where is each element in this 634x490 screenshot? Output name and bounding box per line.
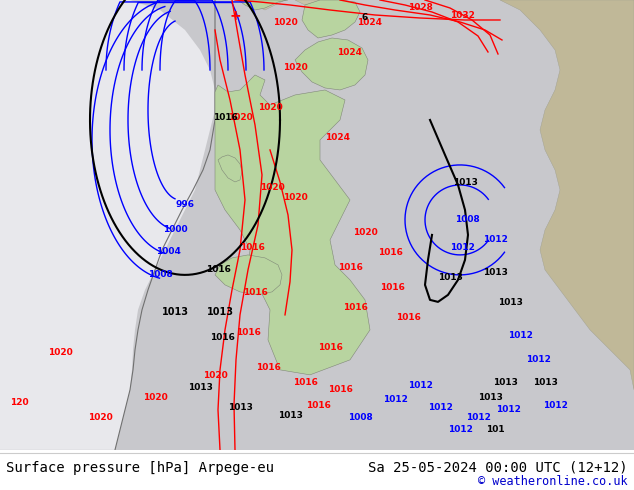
Text: 1020: 1020: [283, 63, 307, 72]
Text: 1020: 1020: [260, 183, 285, 192]
Polygon shape: [0, 50, 80, 100]
Text: 1004: 1004: [155, 247, 181, 256]
Text: 996: 996: [176, 200, 195, 209]
Text: 1013: 1013: [533, 378, 557, 387]
Text: 1020: 1020: [353, 228, 377, 237]
Polygon shape: [218, 155, 242, 182]
Text: 120: 120: [10, 398, 29, 407]
Text: 1013: 1013: [498, 298, 522, 307]
Text: 1012: 1012: [427, 403, 453, 412]
Text: Surface pressure [hPa] Arpege-eu: Surface pressure [hPa] Arpege-eu: [6, 461, 275, 475]
Text: 1028: 1028: [408, 3, 432, 12]
Text: 1012: 1012: [526, 355, 550, 364]
Text: 1016: 1016: [337, 263, 363, 272]
Text: 1016: 1016: [210, 333, 235, 342]
Polygon shape: [0, 0, 45, 15]
Text: 1013: 1013: [188, 383, 212, 392]
Text: 1012: 1012: [450, 243, 474, 252]
Text: +: +: [229, 9, 241, 23]
Text: 1013: 1013: [493, 378, 517, 387]
Polygon shape: [295, 38, 368, 90]
Text: 1016: 1016: [380, 283, 404, 292]
Text: 1013: 1013: [482, 268, 507, 277]
Text: 1008: 1008: [455, 215, 479, 224]
Text: 6: 6: [362, 13, 368, 22]
Polygon shape: [0, 5, 110, 60]
Text: 1000: 1000: [163, 225, 187, 234]
Text: 1016: 1016: [318, 343, 342, 352]
Text: 1013: 1013: [278, 411, 302, 420]
Polygon shape: [215, 255, 282, 295]
Text: 1020: 1020: [48, 348, 72, 357]
Text: 1024: 1024: [325, 133, 351, 142]
Polygon shape: [215, 75, 370, 375]
Polygon shape: [0, 0, 215, 450]
Text: 1016: 1016: [205, 265, 230, 274]
Text: 101: 101: [486, 425, 504, 434]
Text: 1016: 1016: [306, 401, 330, 410]
Polygon shape: [238, 0, 288, 10]
Text: 1012: 1012: [508, 331, 533, 340]
Text: 1012: 1012: [382, 395, 408, 404]
Text: 1016: 1016: [396, 313, 420, 322]
Text: 1024: 1024: [358, 18, 382, 27]
Text: 1024: 1024: [337, 48, 363, 57]
Text: 1020: 1020: [203, 371, 228, 380]
Polygon shape: [302, 0, 360, 38]
Text: 1013: 1013: [207, 307, 233, 317]
Text: 1020: 1020: [273, 18, 297, 27]
Text: 1016: 1016: [328, 385, 353, 394]
Text: 1008: 1008: [148, 270, 172, 279]
Text: 1020: 1020: [257, 103, 282, 112]
Text: 1012: 1012: [496, 405, 521, 414]
Text: 1013: 1013: [453, 178, 477, 187]
Text: 1012: 1012: [543, 401, 567, 410]
Text: 1016: 1016: [236, 328, 261, 337]
Text: © weatheronline.co.uk: © weatheronline.co.uk: [478, 475, 628, 488]
Text: 1013: 1013: [228, 403, 252, 412]
Polygon shape: [295, 0, 335, 5]
Text: 1016: 1016: [342, 303, 368, 312]
Text: 1020: 1020: [228, 113, 252, 122]
Text: 1012: 1012: [465, 413, 491, 422]
Text: 1016: 1016: [378, 248, 403, 257]
Text: 1013: 1013: [162, 307, 188, 317]
Polygon shape: [500, 0, 634, 390]
Text: 1012: 1012: [482, 235, 507, 244]
Text: 1032: 1032: [450, 11, 474, 20]
Text: 1016: 1016: [292, 378, 318, 387]
Text: 1012: 1012: [448, 425, 472, 434]
Text: 1013: 1013: [437, 273, 462, 282]
Text: 1020: 1020: [143, 393, 167, 402]
Text: 1016: 1016: [240, 243, 264, 252]
Polygon shape: [240, 0, 285, 10]
Text: 1020: 1020: [283, 193, 307, 202]
Text: 1016: 1016: [256, 363, 280, 372]
Text: Sa 25-05-2024 00:00 UTC (12+12): Sa 25-05-2024 00:00 UTC (12+12): [368, 461, 628, 475]
Text: 1020: 1020: [87, 413, 112, 422]
Text: 1016: 1016: [243, 288, 268, 297]
Text: 1016: 1016: [212, 113, 238, 122]
Text: 1008: 1008: [347, 413, 372, 422]
Text: 1012: 1012: [408, 381, 432, 390]
Text: 1013: 1013: [477, 393, 502, 402]
